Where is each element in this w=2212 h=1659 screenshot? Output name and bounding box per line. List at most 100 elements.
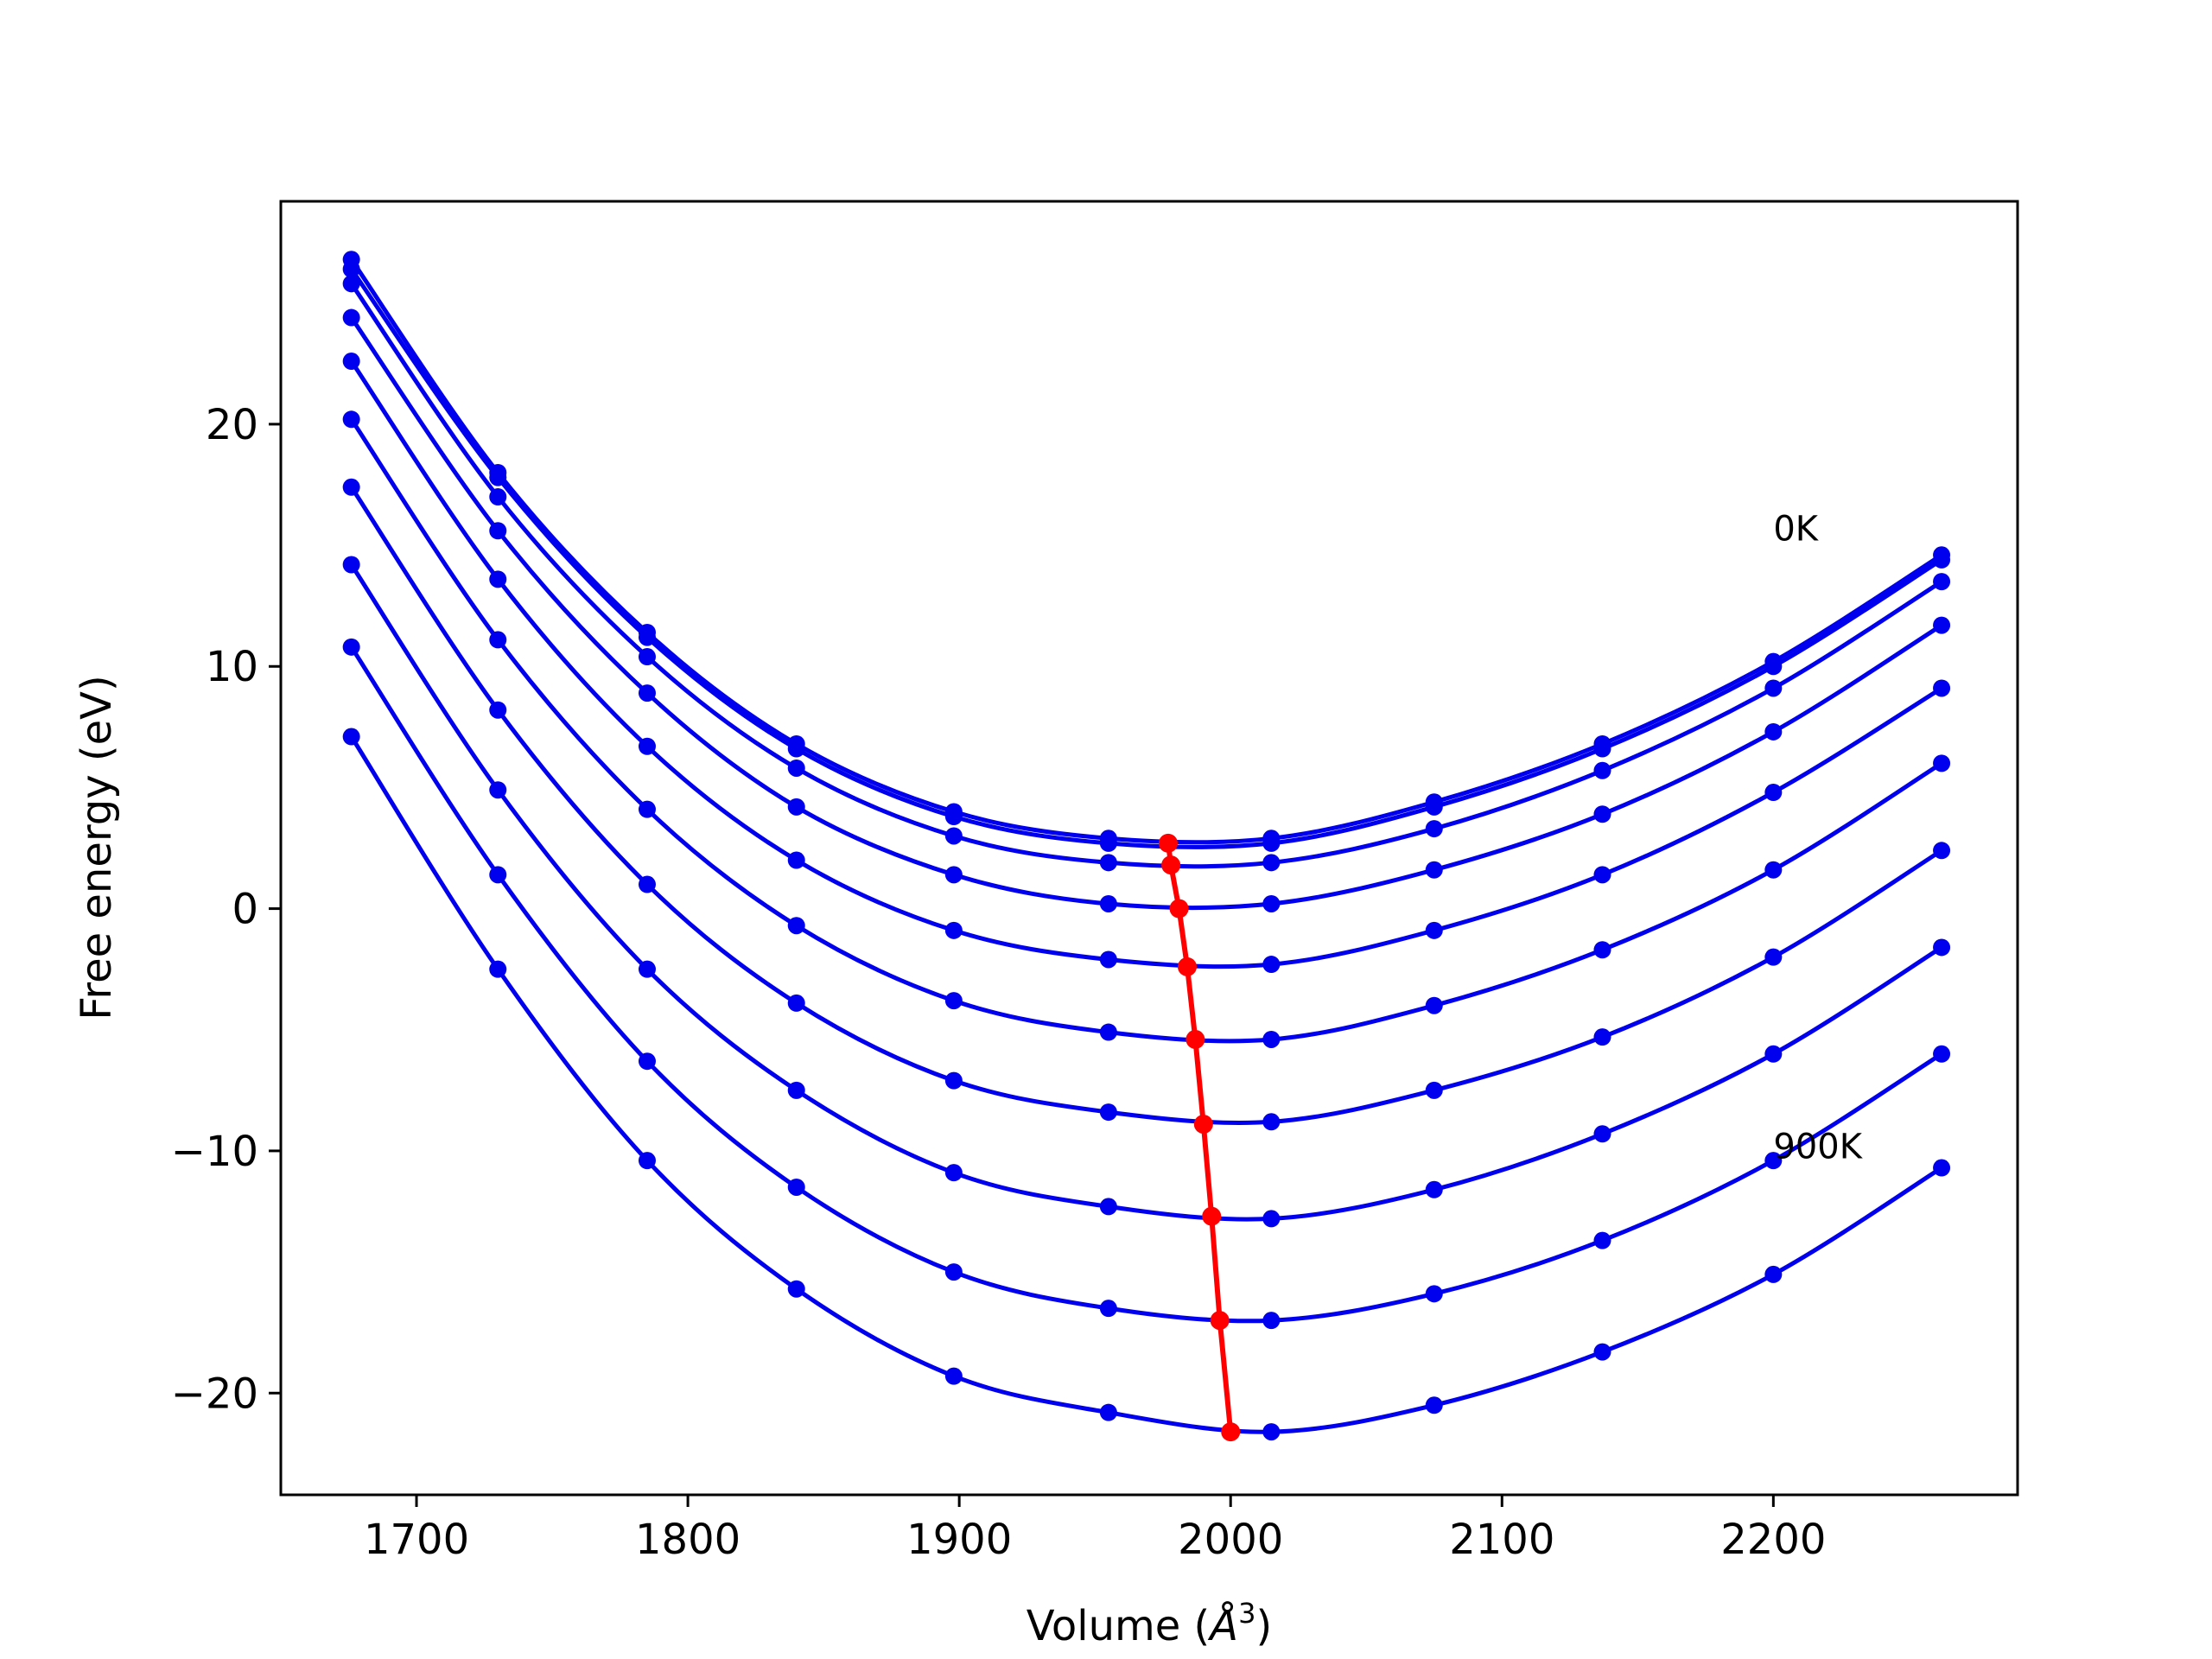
series-7-point-9	[1764, 1045, 1783, 1063]
series-8-point-2	[638, 1052, 656, 1071]
series-3-point-8	[1593, 805, 1611, 823]
y-axis-label: Free energy (eV)	[73, 675, 121, 1020]
series-line-5	[349, 417, 1943, 1044]
series-8-point-6	[1262, 1312, 1281, 1330]
series-6-point-9	[1764, 948, 1783, 966]
series-3-point-0	[342, 308, 360, 327]
series-line-4	[349, 359, 1943, 969]
series-6-point-1	[489, 701, 507, 719]
series-8-point-7	[1425, 1285, 1443, 1303]
series-5-point-6	[1262, 1030, 1281, 1048]
series-7-point-8	[1593, 1125, 1611, 1143]
series-2-point-5	[1099, 854, 1117, 872]
series-8-point-4	[944, 1263, 963, 1281]
series-5-point-10	[1933, 754, 1951, 772]
series-5-point-1	[489, 631, 507, 649]
series-1-point-9	[1764, 658, 1783, 676]
series-4-point-0	[342, 353, 360, 371]
series-6-point-10	[1933, 842, 1951, 860]
series-6-point-3	[787, 994, 805, 1012]
x-axis-label-exponent: 3	[1238, 1597, 1255, 1630]
series-line-1	[349, 268, 1943, 849]
series-9-point-4	[944, 1367, 963, 1385]
series-7-point-10	[1933, 938, 1951, 957]
series-8-point-9	[1764, 1152, 1783, 1170]
series-6-point-7	[1425, 1081, 1443, 1099]
series-4-point-9	[1764, 784, 1783, 802]
series-1-point-4	[944, 808, 963, 826]
series-5-point-5	[1099, 1023, 1117, 1041]
series-6-point-8	[1593, 1028, 1611, 1046]
series-8-point-10	[1933, 1045, 1951, 1063]
series-7-point-4	[944, 1164, 963, 1182]
series-2-point-6	[1262, 854, 1281, 872]
series-2-point-3	[787, 759, 805, 777]
series-line-2	[349, 282, 1943, 869]
series-7-point-7	[1425, 1180, 1443, 1198]
series-9-point-1	[489, 960, 507, 978]
plot-minima	[1158, 833, 1241, 1442]
minima-point-6	[1202, 1206, 1222, 1226]
series-2-point-7	[1425, 820, 1443, 838]
series-line-0	[349, 257, 1943, 845]
series-1-point-10	[1933, 550, 1951, 569]
series-7-point-1	[489, 781, 507, 799]
x-tick-label: 1800	[635, 1516, 741, 1564]
y-tick-label: 20	[206, 401, 258, 449]
series-3-point-7	[1425, 861, 1443, 879]
series-8-point-3	[787, 1178, 805, 1196]
series-7-point-5	[1099, 1198, 1117, 1216]
series-9-point-6	[1262, 1423, 1281, 1441]
series-7-point-2	[638, 960, 656, 978]
y-tick-label: −10	[171, 1128, 258, 1176]
series-9-point-8	[1593, 1343, 1611, 1361]
minima-point-3	[1177, 957, 1197, 976]
series-2-point-4	[944, 827, 963, 845]
series-3-point-3	[787, 798, 805, 816]
series-5-point-7	[1425, 996, 1443, 1014]
minima-point-5	[1193, 1115, 1213, 1135]
series-line-6	[349, 486, 1943, 1125]
minima-point-8	[1221, 1422, 1241, 1442]
series-9-point-10	[1933, 1159, 1951, 1177]
minima-point-2	[1169, 899, 1189, 918]
series-9-point-9	[1764, 1265, 1783, 1283]
minima-point-7	[1210, 1311, 1230, 1331]
series-4-point-8	[1593, 866, 1611, 884]
series-6-point-2	[638, 875, 656, 893]
x-axis-ticks: 1700 1800 1900 2000 2100 2200	[364, 1495, 1826, 1564]
series-2-point-8	[1593, 761, 1611, 779]
series-6-point-4	[944, 1071, 963, 1090]
x-tick-label: 1700	[364, 1516, 469, 1564]
series-3-point-9	[1764, 722, 1783, 741]
series-1-point-2	[638, 628, 656, 646]
series-9-point-2	[638, 1152, 656, 1170]
x-axis-label-close: )	[1255, 1602, 1272, 1650]
series-5-point-9	[1764, 861, 1783, 879]
y-tick-label: 10	[206, 643, 258, 691]
series-line-8	[349, 645, 1943, 1324]
series-6-point-5	[1099, 1103, 1117, 1122]
series-7-point-3	[787, 1081, 805, 1099]
series-1-point-8	[1593, 740, 1611, 758]
series-2-point-9	[1764, 679, 1783, 697]
x-tick-label: 2000	[1178, 1516, 1283, 1564]
series-5-point-8	[1593, 941, 1611, 959]
series-4-point-10	[1933, 679, 1951, 697]
series-4-point-4	[944, 921, 963, 939]
series-1-point-0	[342, 260, 360, 278]
series-6-point-0	[342, 478, 360, 496]
series-4-point-2	[638, 737, 656, 755]
series-6-point-6	[1262, 1113, 1281, 1131]
series-line-9	[349, 735, 1943, 1434]
annotation-0: 0K	[1773, 509, 1819, 549]
series-1-point-7	[1425, 798, 1443, 816]
plot-frame	[279, 200, 2019, 1497]
x-tick-label: 2200	[1720, 1516, 1826, 1564]
y-tick-label: 0	[232, 886, 258, 934]
series-1-point-1	[489, 468, 507, 486]
series-3-point-10	[1933, 616, 1951, 634]
x-tick-label: 1900	[906, 1516, 1012, 1564]
minima-point-4	[1185, 1029, 1205, 1049]
series-3-point-6	[1262, 894, 1281, 912]
